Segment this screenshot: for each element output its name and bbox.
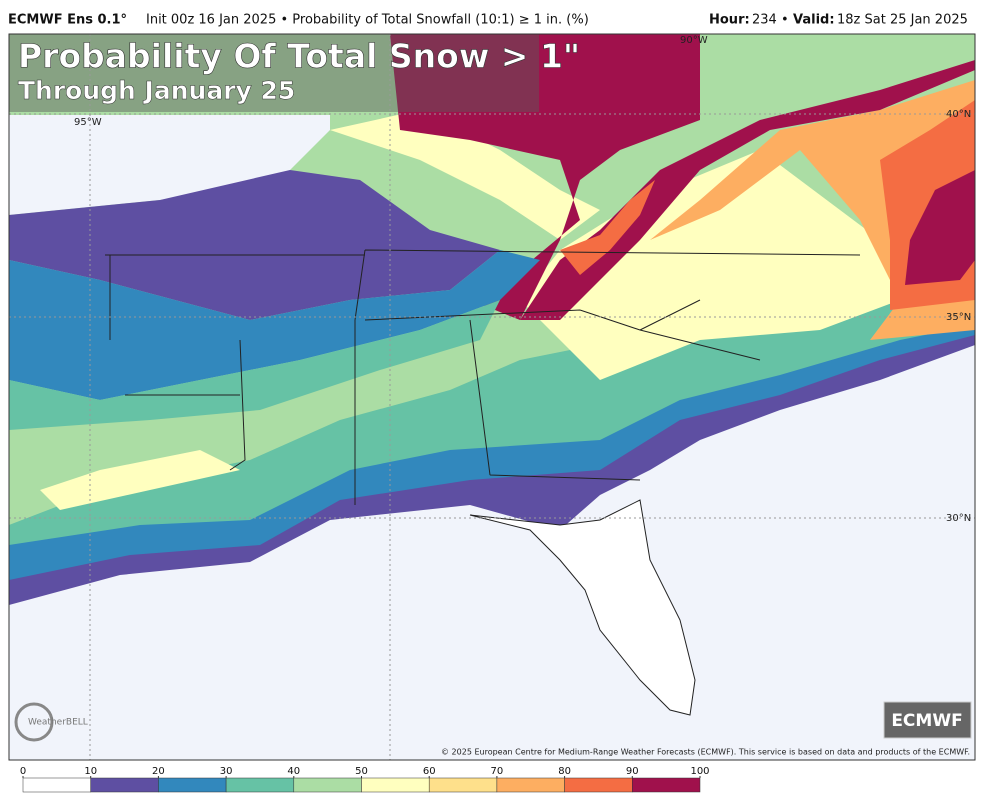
map-title: Probability Of Total Snow > 1" [18, 37, 580, 76]
hour-label: Hour: [709, 13, 750, 28]
colorbar-segment [90, 777, 159, 793]
band-90b [390, 34, 700, 320]
florida [469, 499, 696, 716]
band-nw-blue [9, 250, 540, 400]
colorbar-segment [564, 777, 633, 793]
colorbar-tick-label: 90 [626, 766, 639, 777]
description: Init 00z 16 Jan 2025 • Probability of To… [146, 13, 589, 28]
graticule [9, 34, 975, 760]
lon-label: 90°W [680, 35, 708, 46]
map-frame [8, 33, 976, 761]
lat-label: 30°N [946, 513, 971, 524]
lat-label: 35°N [946, 312, 971, 323]
colorbar-tick-label: 70 [491, 766, 504, 777]
hour: 234 • [752, 13, 789, 28]
colorbar-segment [158, 777, 227, 793]
band-north [300, 130, 560, 230]
colorbar-tick-label: 80 [558, 766, 571, 777]
colorbar-segment [496, 777, 565, 793]
colorbar-tick-label: 10 [84, 766, 97, 777]
valid-label: Valid: [793, 13, 835, 28]
band-50 [520, 150, 900, 380]
ecmwf-logo-box [883, 701, 972, 739]
model-name: ECMWF Ens 0.1° [8, 13, 127, 28]
colorbar-tick-label: 50 [355, 766, 368, 777]
copyright: © 2025 European Centre for Medium-Range … [441, 748, 970, 757]
colorbar-tick-label: 60 [423, 766, 436, 777]
title-backdrop [9, 34, 539, 112]
colorbar-tick-label: 30 [220, 766, 233, 777]
band-nw-green [9, 300, 500, 430]
band-80-edge [560, 180, 655, 275]
lon-label: 95°W [74, 117, 102, 128]
band-nw-purple [9, 170, 500, 320]
brand-logo: WeatherBELL [28, 718, 88, 728]
band-90-east [905, 170, 975, 285]
colorbar-segment [22, 777, 91, 793]
colorbar-segment [293, 777, 362, 793]
colorbar: 0 10 20 30 40 50 60 70 80 90 100 [20, 766, 710, 793]
brand-logo-icon [14, 702, 54, 742]
colorbar-segment [225, 777, 295, 793]
colorbar-tick-label: 40 [287, 766, 300, 777]
colorbar-tick-label: 20 [152, 766, 165, 777]
band-90 [390, 34, 975, 320]
map-subtitle: Through January 25 [18, 76, 295, 105]
white-nw [9, 115, 330, 215]
colorbar-tick-label: 100 [690, 766, 709, 777]
valid: 18z Sat 25 Jan 2025 [837, 13, 968, 28]
colorbar-segment [632, 777, 701, 793]
lat-label: 40°N [946, 109, 971, 120]
colorbar-tick-label: 0 [20, 766, 26, 777]
ecmwf-logo: ECMWF [891, 711, 962, 731]
band-north-yellow [330, 110, 600, 240]
colorbar-segment [428, 777, 498, 793]
state-borders [105, 249, 861, 505]
map [9, 34, 975, 760]
colorbar-segment [361, 777, 430, 793]
